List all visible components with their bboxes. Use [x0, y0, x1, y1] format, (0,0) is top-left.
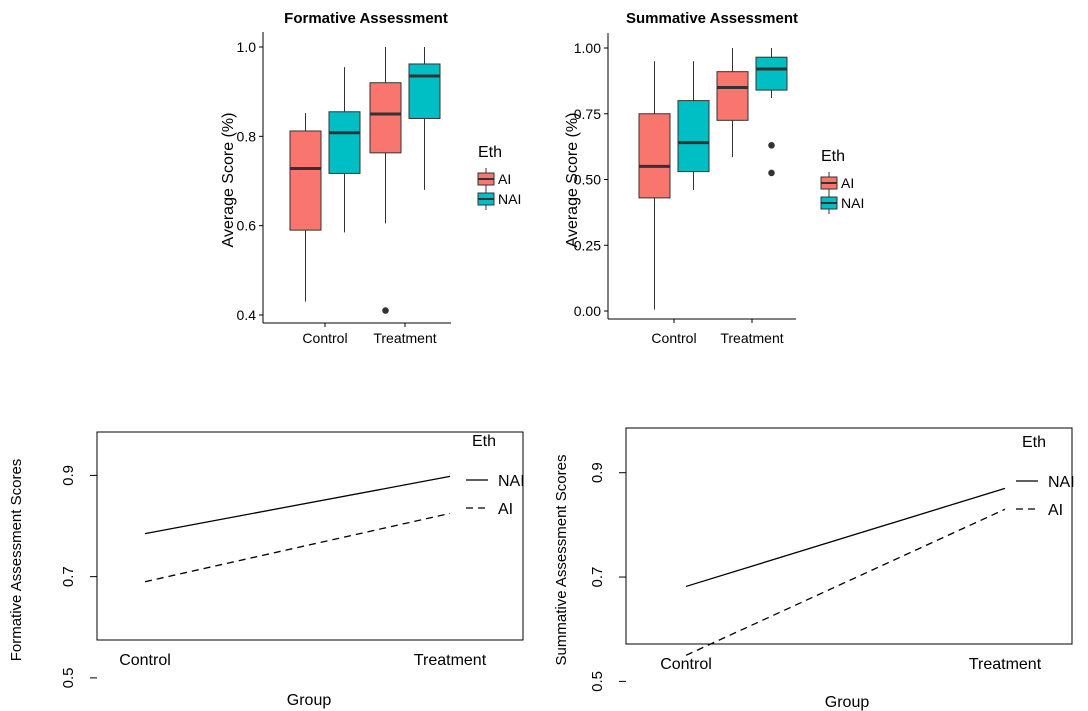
y-tick-label: 0.50 [574, 172, 601, 188]
y-tick-label: 0.7 [589, 567, 606, 588]
series-line-nai [144, 475, 451, 535]
outlier-point [382, 307, 389, 314]
outlier-point [768, 142, 775, 149]
x-tick-label: Treatment [414, 652, 487, 669]
outlier-point [768, 169, 775, 177]
y-tick-label: 0.4 [237, 307, 257, 323]
x-axis-label: Group [287, 692, 332, 709]
plot-frame [625, 427, 1073, 645]
legend-label: NAI [498, 473, 525, 490]
box-ai [369, 82, 402, 154]
box-nai [328, 111, 361, 174]
y-tick-label: 0.5 [589, 671, 606, 692]
legend-title: Eth [472, 433, 496, 450]
x-tick-label: Control [119, 652, 171, 669]
y-tick-label: 0.9 [60, 465, 77, 486]
summative-line-chart: 0.5 0.7 0.9 Summative Assessment Scores Cont… [553, 427, 1075, 711]
plot-frame [96, 431, 524, 641]
y-tick-label: 0.6 [237, 218, 257, 234]
series-line-ai [144, 512, 451, 583]
x-tick-label: Control [651, 330, 696, 346]
box-nai [755, 56, 788, 91]
x-tick-label: Treatment [373, 330, 436, 346]
x-axis-label: Group [825, 694, 870, 711]
y-axis-label: Formative Assessment Scores [8, 459, 25, 662]
y-axis-label: Average Score (%) [220, 113, 237, 248]
legend-label: AI [498, 501, 513, 518]
y-tick-label: 1.0 [237, 39, 257, 55]
legend-title: Eth [1022, 434, 1046, 451]
formative-box-chart: Formative Assessment 0.4 0.6 0.8 1.0 Average … [220, 10, 521, 346]
legend-label: NAI [841, 195, 864, 211]
y-tick-label: 1.00 [574, 40, 601, 56]
x-tick-label: Treatment [969, 656, 1042, 673]
y-tick-label: 0.5 [60, 667, 77, 688]
y-tick-label: 0.7 [60, 566, 77, 587]
y-tick-label: 0.8 [237, 128, 257, 144]
legend-label: AI [1048, 502, 1063, 519]
box-nai [677, 100, 710, 173]
y-tick-label: 0.75 [574, 106, 601, 122]
series-line-nai [685, 487, 1006, 588]
legend-label: AI [498, 171, 511, 187]
box-ai [638, 113, 671, 199]
series-line-ai [685, 508, 1006, 656]
y-tick-label: 0.9 [589, 462, 606, 483]
legend-label: NAI [498, 191, 521, 207]
x-tick-label: Treatment [720, 330, 783, 346]
box-ai [716, 71, 749, 121]
x-tick-label: Control [302, 330, 347, 346]
legend-title: Eth [478, 144, 502, 161]
chart-title: Formative Assessment [284, 10, 448, 27]
chart-title: Summative Assessment [626, 10, 798, 27]
box-ai [289, 130, 322, 231]
formative-line-chart: 0.5 0.7 0.9 Formative Assessment Scores Cont… [8, 431, 525, 709]
y-axis-label: Average Score (%) [564, 113, 581, 248]
legend-title: Eth [821, 148, 845, 165]
y-tick-label: 0.00 [574, 303, 601, 319]
x-tick-label: Control [660, 656, 712, 673]
box-nai [408, 63, 441, 119]
legend-label: AI [841, 175, 854, 191]
y-tick-label: 0.25 [574, 237, 601, 253]
summative-box-chart: Summative Assessment 0.00 0.25 0.50 0.75 1.00… [564, 10, 864, 346]
legend-label: NAI [1048, 474, 1075, 491]
y-axis-label: Summative Assessment Scores [553, 455, 570, 666]
